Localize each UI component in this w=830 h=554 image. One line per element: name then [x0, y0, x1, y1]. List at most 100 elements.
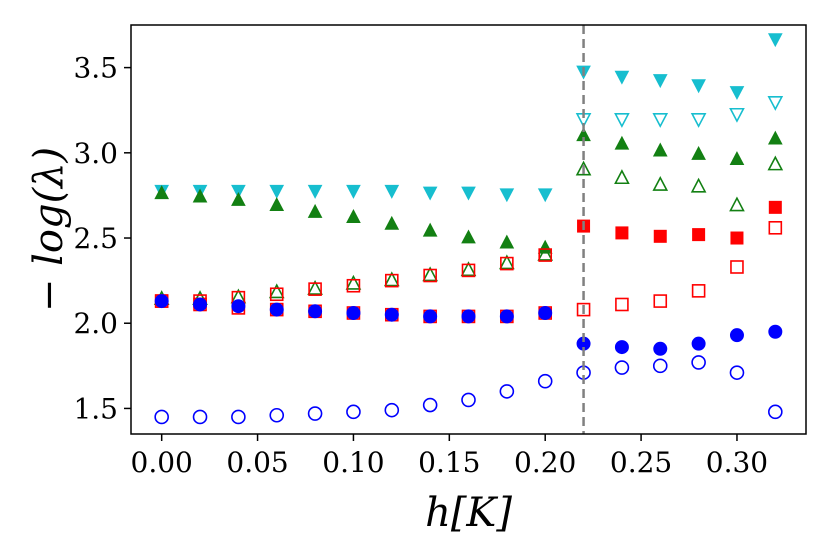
blue-open-circle-point — [499, 384, 515, 399]
green-filled-up-triangle-point — [231, 191, 246, 206]
y-tick-label: 1.5 — [73, 392, 118, 425]
red-filled-square-point — [615, 226, 629, 240]
cyan-filled-down-triangle-point — [614, 70, 630, 85]
blue-open-circle-point — [461, 392, 476, 408]
blue-open-circle-point — [269, 407, 285, 423]
red-open-square-point — [730, 260, 744, 274]
blue-filled-circle-point — [461, 309, 476, 324]
cyan-filled-down-triangle-point — [422, 186, 438, 201]
data-markers — [153, 33, 784, 425]
blue-open-circle-point — [768, 404, 783, 420]
green-open-up-triangle-point — [729, 196, 745, 212]
green-open-up-triangle-point — [690, 177, 707, 193]
blue-filled-circle-point — [538, 306, 553, 321]
x-tick-label: 0.25 — [610, 446, 672, 479]
red-open-square-point — [615, 297, 629, 312]
green-filled-up-triangle-point — [614, 135, 630, 150]
blue-filled-circle-point — [499, 309, 514, 324]
cyan-filled-down-triangle-point — [729, 86, 745, 101]
x-tick-label: 0.00 — [131, 446, 193, 479]
red-open-square-point — [269, 287, 284, 302]
cyan-filled-down-triangle-point — [231, 184, 246, 199]
blue-open-circle-point — [192, 409, 208, 425]
green-filled-up-triangle-point — [269, 197, 285, 212]
green-open-up-triangle-point — [422, 266, 438, 282]
x-tick-label: 0.15 — [418, 446, 480, 479]
red-open-square-point — [576, 302, 591, 317]
blue-filled-circle-point — [269, 302, 284, 317]
cyan-filled-down-triangle-point — [384, 184, 400, 199]
cyan-filled-down-triangle-point — [499, 188, 515, 203]
green-filled-up-triangle-point — [384, 215, 400, 230]
x-tick-label: 0.30 — [706, 446, 768, 479]
green-filled-up-triangle-point — [499, 234, 515, 249]
y-tick-label: 3.5 — [73, 52, 118, 85]
x-axis-label: h[K] — [425, 490, 512, 536]
y-tick-label: 3.0 — [73, 137, 118, 170]
red-open-square-point — [423, 268, 437, 283]
red-open-square-point — [461, 263, 476, 278]
green-filled-up-triangle-point — [767, 130, 783, 145]
green-open-up-triangle-point — [460, 261, 477, 277]
blue-open-circle-point — [231, 409, 246, 425]
green-filled-up-triangle-point — [461, 229, 476, 244]
red-open-square-point — [691, 284, 706, 298]
blue-filled-circle-point — [768, 324, 783, 339]
y-tick-label: 2.0 — [73, 307, 118, 340]
green-open-up-triangle-point — [767, 155, 784, 171]
cyan-open-down-triangle-point — [767, 96, 784, 111]
red-filled-square-point — [730, 231, 744, 245]
plot-frame — [130, 24, 807, 435]
x-tick-label: 0.10 — [322, 446, 384, 479]
blue-open-circle-point — [307, 406, 323, 421]
green-open-up-triangle-point — [268, 283, 285, 299]
red-open-square-point — [384, 273, 399, 288]
blue-filled-circle-point — [691, 336, 706, 351]
green-filled-up-triangle-point — [192, 188, 208, 203]
red-open-square-point — [538, 248, 553, 262]
blue-open-circle-point — [729, 365, 745, 380]
blue-open-circle-point — [652, 358, 668, 374]
blue-open-circle-point — [614, 360, 630, 375]
blue-filled-circle-point — [154, 294, 169, 309]
red-filled-square-point — [768, 200, 782, 214]
cyan-open-down-triangle-point — [729, 107, 745, 123]
red-open-square-point — [768, 220, 783, 235]
blue-open-circle-point — [346, 404, 361, 420]
red-open-square-point — [500, 256, 514, 271]
green-filled-up-triangle-point — [307, 203, 323, 218]
green-open-up-triangle-point — [383, 271, 400, 287]
green-open-up-triangle-point — [614, 169, 630, 185]
blue-open-circle-point — [154, 409, 169, 425]
blue-open-circle-point — [537, 373, 553, 389]
green-open-up-triangle-point — [307, 279, 323, 295]
red-filled-square-point — [653, 229, 667, 243]
x-tick-label: 0.20 — [514, 446, 576, 479]
blue-filled-circle-point — [193, 297, 208, 312]
blue-filled-circle-point — [423, 309, 438, 324]
blue-filled-circle-point — [346, 306, 361, 321]
green-filled-up-triangle-point — [346, 209, 361, 223]
red-open-square-point — [308, 282, 322, 296]
y-axis-label: − log(λ) — [26, 147, 72, 312]
x-axis-ticks: 0.00 0.05 0.10 0.15 0.20 0.25 0.30 — [131, 434, 768, 479]
green-filled-up-triangle-point — [422, 222, 438, 237]
cyan-open-down-triangle-point — [690, 113, 707, 128]
cyan-filled-down-triangle-point — [269, 184, 285, 199]
green-open-up-triangle-point — [652, 175, 669, 191]
red-open-square-point — [346, 278, 361, 293]
green-filled-up-triangle-point — [652, 142, 668, 157]
y-tick-label: 2.5 — [73, 222, 118, 255]
blue-filled-circle-point — [231, 299, 246, 314]
green-open-up-triangle-point — [345, 274, 362, 290]
blue-filled-circle-point — [729, 328, 744, 343]
cyan-filled-down-triangle-point — [461, 186, 476, 201]
blue-open-circle-point — [384, 402, 400, 418]
green-filled-up-triangle-point — [729, 151, 745, 166]
blue-filled-circle-point — [614, 340, 629, 355]
cyan-filled-down-triangle-point — [307, 184, 323, 199]
green-open-up-triangle-point — [537, 245, 554, 261]
cyan-filled-down-triangle-point — [537, 188, 553, 203]
green-filled-up-triangle-point — [154, 185, 170, 200]
